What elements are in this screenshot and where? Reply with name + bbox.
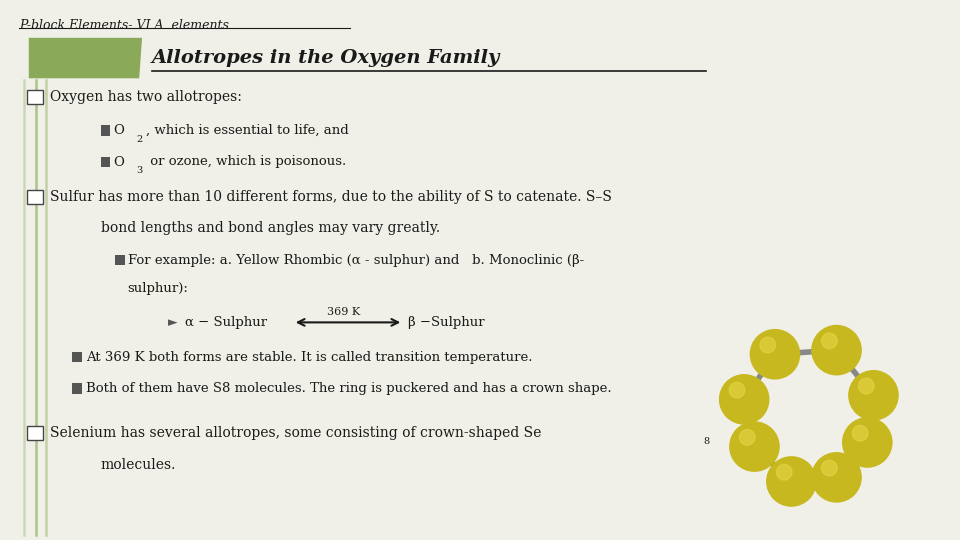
Bar — [101, 125, 110, 136]
Text: Allotropes in the Oxygen Family: Allotropes in the Oxygen Family — [152, 49, 500, 68]
Circle shape — [822, 460, 837, 476]
Circle shape — [852, 426, 868, 441]
Text: Selenium has several allotropes, some consisting of crown-shaped Se: Selenium has several allotropes, some co… — [50, 426, 541, 440]
Circle shape — [730, 382, 745, 398]
Bar — [72, 352, 82, 362]
Text: , which is essential to life, and: , which is essential to life, and — [146, 124, 348, 137]
Circle shape — [843, 418, 892, 467]
Bar — [27, 90, 43, 104]
Circle shape — [760, 337, 776, 353]
Text: O: O — [113, 124, 124, 137]
Circle shape — [739, 429, 756, 445]
Text: For example: a. Yellow Rhombic (α - sulphur) and   b. Monoclinic (β-: For example: a. Yellow Rhombic (α - sulp… — [128, 254, 584, 267]
Text: 369 K: 369 K — [327, 307, 360, 317]
Circle shape — [812, 453, 861, 502]
Text: 2: 2 — [136, 135, 143, 144]
Text: molecules.: molecules. — [101, 458, 177, 472]
Text: Oxygen has two allotropes:: Oxygen has two allotropes: — [50, 90, 242, 104]
Text: Sulfur has more than 10 different forms, due to the ability of S to catenate. S–: Sulfur has more than 10 different forms,… — [50, 190, 612, 204]
Circle shape — [822, 333, 837, 349]
Text: 8: 8 — [704, 437, 709, 446]
Text: O: O — [113, 156, 124, 168]
Text: bond lengths and bond angles may vary greatly.: bond lengths and bond angles may vary gr… — [101, 221, 440, 235]
Text: sulphur):: sulphur): — [128, 282, 188, 295]
Text: β −Sulphur: β −Sulphur — [408, 316, 485, 329]
Bar — [72, 383, 82, 394]
Polygon shape — [29, 38, 142, 78]
Text: Both of them have S8 molecules. The ring is puckered and has a crown shape.: Both of them have S8 molecules. The ring… — [86, 382, 612, 395]
Circle shape — [858, 378, 874, 394]
Text: α − Sulphur: α − Sulphur — [185, 316, 268, 329]
Text: 3: 3 — [136, 166, 143, 175]
Bar — [101, 157, 110, 167]
Circle shape — [812, 326, 861, 375]
Circle shape — [751, 329, 800, 379]
Text: ►: ► — [168, 316, 178, 329]
Text: P-block Elements- VI A  elements: P-block Elements- VI A elements — [19, 19, 229, 32]
Circle shape — [730, 422, 780, 471]
Bar — [27, 426, 43, 440]
Circle shape — [849, 370, 899, 420]
Circle shape — [767, 457, 816, 506]
Text: or ozone, which is poisonous.: or ozone, which is poisonous. — [146, 156, 347, 168]
Circle shape — [777, 464, 792, 480]
Circle shape — [720, 375, 769, 424]
Text: At 369 K both forms are stable. It is called transition temperature.: At 369 K both forms are stable. It is ca… — [86, 351, 533, 364]
Bar — [27, 190, 43, 204]
Bar — [115, 255, 125, 265]
